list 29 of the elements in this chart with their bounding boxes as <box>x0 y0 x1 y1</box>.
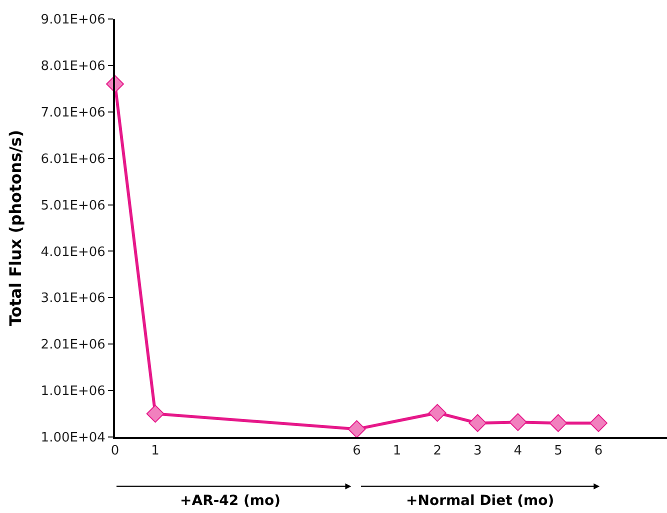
x-tick-label: 5 <box>554 444 562 459</box>
point <box>508 413 527 432</box>
point <box>146 404 164 423</box>
point <box>549 414 568 432</box>
y-tick-label: 1.01E+06 <box>40 384 106 400</box>
x-tick-label: 1 <box>392 444 402 459</box>
text: +AR-42 (mo) <box>180 493 281 509</box>
x-tick-label: 4 <box>514 444 522 459</box>
x-tick-label: 2 <box>433 444 442 459</box>
point <box>590 414 608 432</box>
y-tick-label: 9.01E+06 <box>40 12 106 28</box>
point <box>348 420 366 438</box>
x-tick-label: 1 <box>151 444 160 459</box>
point <box>428 404 446 422</box>
text: +Normal Diet (mo) <box>406 493 554 509</box>
y-tick-label: 3.01E+06 <box>40 291 106 306</box>
x-tick-label: 6 <box>594 444 603 459</box>
y-axis-title: Total Flux (photons/s) <box>6 130 26 326</box>
y-tick-label: 1.00E+04 <box>40 430 106 446</box>
point <box>468 414 487 432</box>
y-tick-label: 8.01E+06 <box>40 58 106 74</box>
y-tick-label: 4.01E+06 <box>40 244 106 260</box>
y-tick-label: 5.01E+06 <box>40 198 106 214</box>
y-tick-label: 7.01E+06 <box>40 105 106 120</box>
y-tick-label: 2.01E+06 <box>40 338 106 353</box>
y-tick-label: 6.01E+06 <box>40 152 106 167</box>
x-tick-label: 0 <box>110 444 120 459</box>
x-tick-label: 3 <box>473 444 482 459</box>
x-tick-label: 6 <box>352 444 361 459</box>
